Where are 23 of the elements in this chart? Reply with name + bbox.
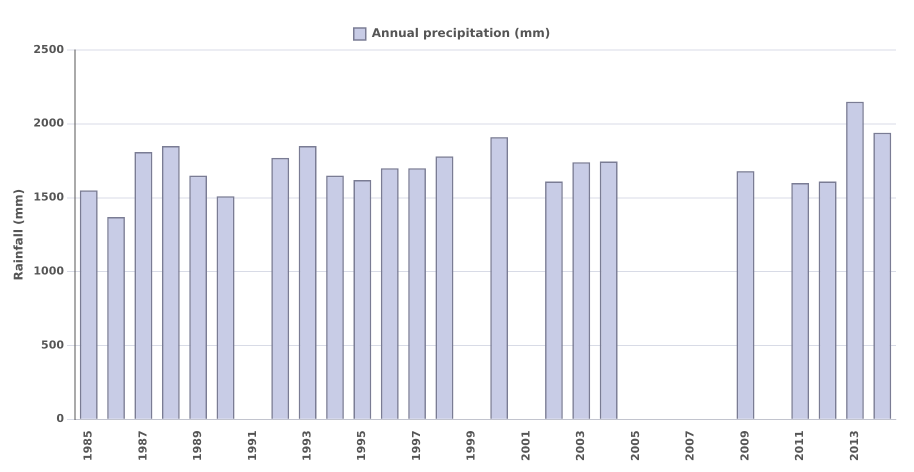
y-axis-title: Rainfall (mm) (11, 188, 26, 281)
x-tick-label: 2005 (628, 430, 642, 462)
y-tick-label: 0 (56, 412, 64, 426)
y-tick-label: 1500 (33, 190, 64, 204)
x-tick-label: 1991 (246, 430, 259, 462)
y-tick-label: 2000 (33, 116, 64, 130)
y-tick-label: 1000 (33, 264, 64, 278)
x-tick-label: 1989 (191, 430, 204, 462)
x-tick-label: 2003 (574, 430, 588, 462)
x-tick-label: 1993 (300, 430, 314, 462)
x-tick-label: 1987 (136, 430, 150, 462)
x-tick-label: 2013 (848, 430, 861, 462)
x-tick-label: 2001 (519, 430, 532, 462)
x-tick-label: 1997 (410, 430, 423, 462)
x-tick-label: 1985 (82, 430, 95, 462)
y-tick-label: 2500 (33, 42, 64, 56)
legend-label: Annual precipitation (mm) (372, 26, 550, 40)
x-tick-label: 1999 (464, 430, 478, 462)
y-tick-label: 500 (41, 338, 64, 352)
x-tick-label: 2009 (738, 430, 752, 462)
x-tick-label: 2007 (684, 430, 697, 462)
x-tick-label: 2011 (793, 430, 806, 462)
x-tick-label: 1995 (355, 430, 368, 462)
